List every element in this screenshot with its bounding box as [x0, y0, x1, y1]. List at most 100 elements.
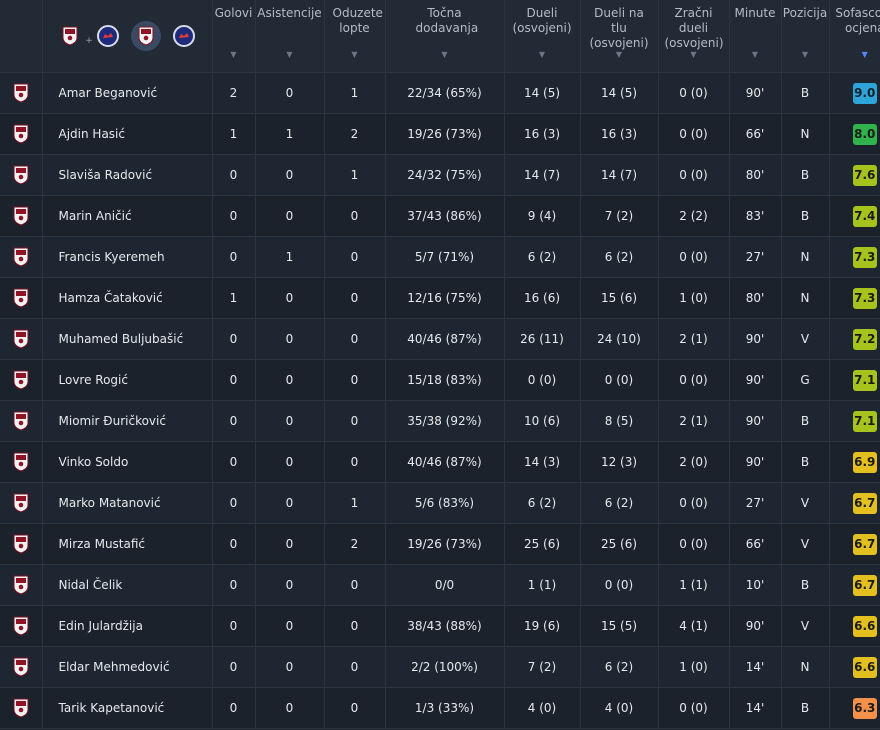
- sort-arrow-icon: ▼: [751, 50, 759, 59]
- rating-cell: 7.4: [829, 195, 880, 237]
- col-pozicija[interactable]: Pozicija ▼: [781, 0, 830, 73]
- sarajevo-crest-icon: [13, 206, 29, 226]
- ground-duels-cell: 15 (6): [580, 277, 659, 319]
- player-name[interactable]: Marin Aničić: [42, 195, 213, 237]
- rating-badge: 7.1: [852, 369, 877, 391]
- col-dueli-na-tlu[interactable]: Dueli na tlu (osvojeni) ▼: [580, 0, 659, 73]
- goals-cell: 0: [212, 482, 256, 524]
- player-name[interactable]: Miomir Đuričković: [42, 400, 213, 442]
- table-row[interactable]: Ajdin Hasić 1 1 2 19/26 (73%) 16 (3) 16 …: [0, 113, 880, 155]
- table-row[interactable]: Francis Kyeremeh 0 1 0 5/7 (71%) 6 (2) 6…: [0, 236, 880, 278]
- team-filter-away-crest[interactable]: [96, 25, 119, 47]
- crest-cell: [0, 195, 43, 237]
- rating-cell: 7.3: [829, 277, 880, 319]
- player-name[interactable]: Francis Kyeremeh: [42, 236, 213, 278]
- duels-cell: 6 (2): [504, 236, 581, 278]
- assists-cell: 0: [255, 72, 325, 114]
- table-row[interactable]: Lovre Rogić 0 0 0 15/18 (83%) 0 (0) 0 (0…: [0, 359, 880, 401]
- rating-badge: 9.0: [852, 82, 877, 104]
- rating-badge: 6.9: [852, 451, 877, 473]
- table-row[interactable]: Hamza Čataković 1 0 0 12/16 (75%) 16 (6)…: [0, 277, 880, 319]
- table-row[interactable]: Marin Aničić 0 0 0 37/43 (86%) 9 (4) 7 (…: [0, 195, 880, 237]
- table-row[interactable]: Edin Julardžija 0 0 0 38/43 (88%) 19 (6)…: [0, 605, 880, 647]
- assists-cell: 0: [255, 646, 325, 688]
- crest-cell: [0, 564, 43, 606]
- sarajevo-crest-icon: [13, 411, 29, 431]
- sarajevo-crest-icon: [13, 616, 29, 636]
- sarajevo-crest-icon: [13, 452, 29, 472]
- player-name[interactable]: Mirza Mustafić: [42, 523, 213, 565]
- crest-cell: [0, 154, 43, 196]
- rating-badge: 6.3: [852, 697, 877, 719]
- table-row[interactable]: Tarik Kapetanović 0 0 0 1/3 (33%) 4 (0) …: [0, 687, 880, 729]
- minutes-cell: 10': [729, 564, 782, 606]
- col-oduzete-lopte[interactable]: Oduzete lopte ▼: [324, 0, 386, 73]
- goals-cell: 1: [212, 113, 256, 155]
- team-filter-home-crest[interactable]: [59, 25, 81, 47]
- player-name[interactable]: Edin Julardžija: [42, 605, 213, 647]
- duels-cell: 4 (0): [504, 687, 581, 729]
- col-dueli[interactable]: Dueli (osvojeni) ▼: [504, 0, 581, 73]
- rating-cell: 6.6: [829, 646, 880, 688]
- col-golovi[interactable]: Golovi ▼: [212, 0, 256, 73]
- crest-cell: [0, 113, 43, 155]
- sort-arrow-icon: ▼: [690, 50, 697, 59]
- sort-arrow-active-icon: ▼: [861, 50, 868, 59]
- rating-badge: 8.0: [852, 123, 877, 145]
- player-name[interactable]: Eldar Mehmedović: [42, 646, 213, 688]
- player-name[interactable]: Vinko Soldo: [42, 441, 213, 483]
- col-zracni-dueli[interactable]: Zračni dueli (osvojeni) ▼: [658, 0, 730, 73]
- tackles-won-cell: 0: [324, 236, 386, 278]
- rating-cell: 6.7: [829, 564, 880, 606]
- position-cell: B: [781, 195, 830, 237]
- position-cell: N: [781, 646, 830, 688]
- table-row[interactable]: Slaviša Radović 0 0 1 24/32 (75%) 14 (7)…: [0, 154, 880, 196]
- crest-cell: [0, 400, 43, 442]
- position-cell: G: [781, 359, 830, 401]
- assists-cell: 0: [255, 195, 325, 237]
- position-cell: B: [781, 72, 830, 114]
- table-row[interactable]: Mirza Mustafić 0 0 2 19/26 (73%) 25 (6) …: [0, 523, 880, 565]
- player-name[interactable]: Lovre Rogić: [42, 359, 213, 401]
- col-minute[interactable]: Minute ▼: [729, 0, 782, 73]
- aerial-duels-cell: 2 (1): [658, 400, 730, 442]
- duels-cell: 6 (2): [504, 482, 581, 524]
- sarajevo-crest-icon: [13, 165, 29, 185]
- goals-cell: 0: [212, 400, 256, 442]
- ground-duels-cell: 0 (0): [580, 564, 659, 606]
- player-name[interactable]: Marko Matanović: [42, 482, 213, 524]
- goals-cell: 2: [212, 72, 256, 114]
- player-name[interactable]: Slaviša Radović: [42, 154, 213, 196]
- player-name[interactable]: Amar Beganović: [42, 72, 213, 114]
- table-row[interactable]: Muhamed Buljubašić 0 0 0 40/46 (87%) 26 …: [0, 318, 880, 360]
- table-row[interactable]: Nidal Čelik 0 0 0 0/0 1 (1) 0 (0) 1 (1) …: [0, 564, 880, 606]
- goals-cell: 1: [212, 277, 256, 319]
- assists-cell: 0: [255, 523, 325, 565]
- minutes-cell: 66': [729, 523, 782, 565]
- team-filter-sarajevo[interactable]: [130, 21, 161, 51]
- team-filter-opponent[interactable]: [172, 25, 195, 47]
- col-asistencije[interactable]: Asistencije ▼: [255, 0, 325, 73]
- table-row[interactable]: Vinko Soldo 0 0 0 40/46 (87%) 14 (3) 12 …: [0, 441, 880, 483]
- minutes-cell: 27': [729, 482, 782, 524]
- assists-cell: 0: [255, 359, 325, 401]
- table-row[interactable]: Miomir Đuričković 0 0 0 35/38 (92%) 10 (…: [0, 400, 880, 442]
- accurate-passes-cell: 5/7 (71%): [385, 236, 505, 278]
- player-name[interactable]: Ajdin Hasić: [42, 113, 213, 155]
- player-name[interactable]: Tarik Kapetanović: [42, 687, 213, 729]
- assists-cell: 0: [255, 277, 325, 319]
- player-name[interactable]: Muhamed Buljubašić: [42, 318, 213, 360]
- goals-cell: 0: [212, 441, 256, 483]
- table-row[interactable]: Eldar Mehmedović 0 0 0 2/2 (100%) 7 (2) …: [0, 646, 880, 688]
- position-cell: B: [781, 687, 830, 729]
- rating-badge: 6.6: [852, 656, 877, 678]
- player-name[interactable]: Hamza Čataković: [42, 277, 213, 319]
- table-row[interactable]: Marko Matanović 0 0 1 5/6 (83%) 6 (2) 6 …: [0, 482, 880, 524]
- table-row[interactable]: Amar Beganović 2 0 1 22/34 (65%) 14 (5) …: [0, 72, 880, 114]
- col-sofascore-ocjena[interactable]: Sofascore ocjena▼: [829, 0, 880, 73]
- col-tocna-dodavanja[interactable]: Točna dodavanja ▼: [385, 0, 505, 73]
- crest-cell: [0, 318, 43, 360]
- rating-badge: 7.3: [852, 287, 877, 309]
- ground-duels-cell: 0 (0): [580, 359, 659, 401]
- player-name[interactable]: Nidal Čelik: [42, 564, 213, 606]
